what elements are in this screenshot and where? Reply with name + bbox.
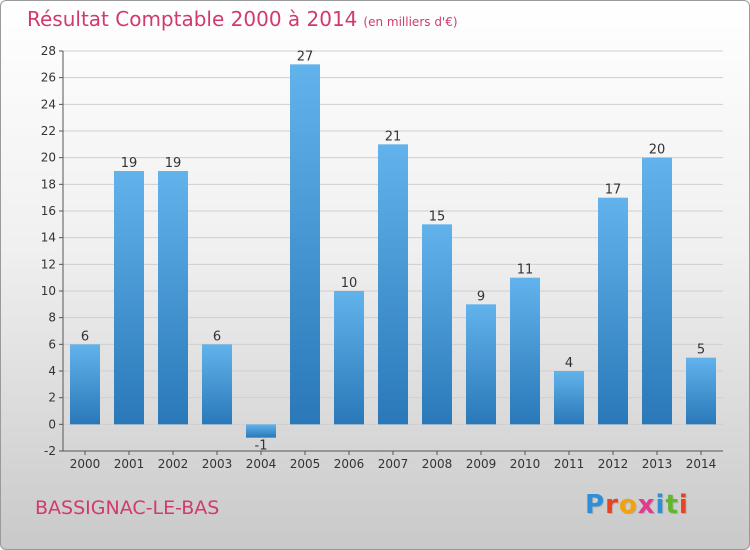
bar-2007 xyxy=(378,144,408,425)
chart-title-text: Résultat Comptable 2000 à 2014 xyxy=(27,7,358,31)
logo-letter: x xyxy=(637,490,656,520)
data-label: 6 xyxy=(81,329,89,344)
bar-2003 xyxy=(202,344,232,425)
x-tick-label: 2010 xyxy=(510,457,541,471)
logo-letter: o xyxy=(618,490,638,520)
proxiti-logo[interactable]: Proxiti xyxy=(585,490,689,520)
data-label: 19 xyxy=(121,156,138,171)
data-label: 4 xyxy=(565,356,573,371)
bar-2001 xyxy=(114,171,144,425)
bar-2009 xyxy=(466,304,496,425)
data-label: 5 xyxy=(697,343,705,358)
data-label: 9 xyxy=(477,289,485,304)
y-tick-label: 2 xyxy=(48,391,56,405)
bar-2010 xyxy=(510,277,540,425)
x-tick-label: 2001 xyxy=(114,457,145,471)
place-name: BASSIGNAC-LE-BAS xyxy=(35,497,220,519)
data-label: 11 xyxy=(517,263,534,278)
logo-letter: t xyxy=(665,490,679,520)
x-tick-label: 2005 xyxy=(290,457,321,471)
x-tick-label: 2008 xyxy=(422,457,453,471)
y-tick-label: 8 xyxy=(48,311,56,325)
x-tick-label: 2009 xyxy=(466,457,497,471)
x-tick-label: 2012 xyxy=(598,457,629,471)
data-label: 21 xyxy=(385,129,402,144)
bar-2006 xyxy=(334,291,364,425)
y-tick-label: 6 xyxy=(48,337,56,351)
data-label: -1 xyxy=(255,439,268,454)
y-tick-label: 16 xyxy=(41,204,56,218)
logo-letter: r xyxy=(605,490,619,520)
x-tick-label: 2013 xyxy=(642,457,673,471)
bar-2014 xyxy=(686,357,716,425)
data-label: 17 xyxy=(605,183,622,198)
y-tick-label: 20 xyxy=(41,151,56,165)
x-tick-label: 2006 xyxy=(334,457,365,471)
x-tick-label: 2003 xyxy=(202,457,233,471)
y-tick-label: 18 xyxy=(41,177,56,191)
bar-2012 xyxy=(598,197,628,425)
y-tick-label: 14 xyxy=(41,231,56,245)
data-label: 19 xyxy=(165,156,182,171)
data-label: 6 xyxy=(213,329,221,344)
y-tick-label: 28 xyxy=(41,44,56,58)
bar-2005 xyxy=(290,64,320,425)
x-tick-label: 2011 xyxy=(554,457,585,471)
chart-title: Résultat Comptable 2000 à 2014 (en millie… xyxy=(27,7,458,31)
bars xyxy=(70,64,716,438)
bar-2011 xyxy=(554,371,584,425)
bar-2004 xyxy=(246,424,276,438)
bar-2013 xyxy=(642,157,672,425)
logo-letter: P xyxy=(585,490,606,520)
bar-2008 xyxy=(422,224,452,425)
logo-letter: i xyxy=(655,490,666,520)
x-tick-label: 2014 xyxy=(686,457,717,471)
y-tick-label: 10 xyxy=(41,284,56,298)
data-label: 27 xyxy=(297,49,314,64)
logo-letter: i xyxy=(678,490,689,520)
x-tick-label: 2004 xyxy=(246,457,277,471)
data-labels: 6 19 19 6 -1 27 10 21 15 9 11 4 17 20 5 xyxy=(81,49,705,453)
data-label: 20 xyxy=(649,143,666,158)
y-tick-label: 22 xyxy=(41,124,56,138)
bar-2002 xyxy=(158,171,188,425)
x-tick-label: 2002 xyxy=(158,457,189,471)
data-label: 15 xyxy=(429,209,446,224)
x-tick-label: 2007 xyxy=(378,457,409,471)
bar-2000 xyxy=(70,344,100,425)
y-tick-label: 12 xyxy=(41,257,56,271)
x-tick-label: 2000 xyxy=(70,457,101,471)
y-tick-label: -2 xyxy=(44,444,56,458)
y-tick-label: 26 xyxy=(41,71,56,85)
data-label: 10 xyxy=(341,276,358,291)
chart-unit-note: (en milliers d'€) xyxy=(363,15,458,29)
y-tick-label: 0 xyxy=(48,417,56,431)
y-tick-label: 4 xyxy=(48,364,56,378)
y-tick-label: 24 xyxy=(41,97,56,111)
